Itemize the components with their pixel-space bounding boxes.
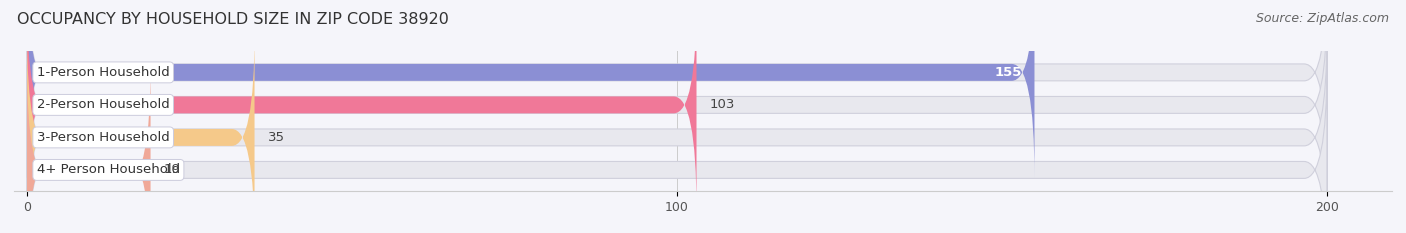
FancyBboxPatch shape [27, 0, 1327, 178]
Text: OCCUPANCY BY HOUSEHOLD SIZE IN ZIP CODE 38920: OCCUPANCY BY HOUSEHOLD SIZE IN ZIP CODE … [17, 12, 449, 27]
Text: 2-Person Household: 2-Person Household [37, 98, 170, 111]
FancyBboxPatch shape [27, 65, 150, 233]
FancyBboxPatch shape [27, 0, 1035, 178]
FancyBboxPatch shape [27, 32, 1327, 233]
Text: 1-Person Household: 1-Person Household [37, 66, 170, 79]
FancyBboxPatch shape [27, 32, 254, 233]
FancyBboxPatch shape [27, 65, 1327, 233]
Text: 19: 19 [163, 163, 180, 176]
Text: 103: 103 [710, 98, 735, 111]
Text: 155: 155 [994, 66, 1022, 79]
Text: 35: 35 [267, 131, 284, 144]
Text: 3-Person Household: 3-Person Household [37, 131, 170, 144]
Text: 4+ Person Household: 4+ Person Household [37, 163, 180, 176]
FancyBboxPatch shape [27, 0, 696, 210]
Text: Source: ZipAtlas.com: Source: ZipAtlas.com [1256, 12, 1389, 25]
FancyBboxPatch shape [27, 0, 1327, 210]
